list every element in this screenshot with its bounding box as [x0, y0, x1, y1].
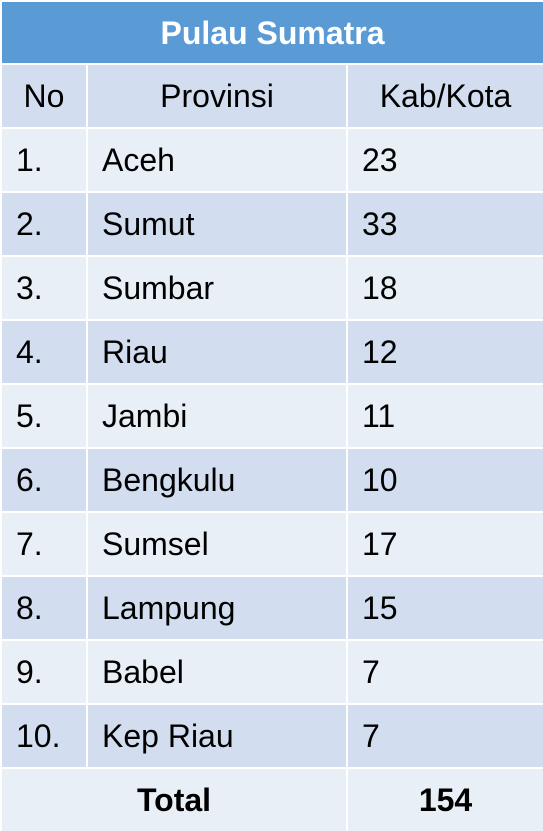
- table-row: 3. Sumbar 18: [0, 255, 543, 321]
- total-label: Total: [0, 767, 348, 831]
- cell-no: 8.: [0, 575, 88, 641]
- cell-no: 3.: [0, 255, 88, 321]
- table-row: 1. Aceh 23: [0, 127, 543, 193]
- cell-no: 9.: [0, 639, 88, 705]
- cell-provinsi: Riau: [86, 319, 348, 385]
- cell-provinsi: Kep Riau: [86, 703, 348, 769]
- cell-kab-kota: 18: [345, 255, 543, 321]
- cell-no: 7.: [0, 511, 88, 577]
- table-row: 7. Sumsel 17: [0, 511, 543, 577]
- table-title-row: Pulau Sumatra: [0, 0, 543, 65]
- table-row: 10. Kep Riau 7: [0, 703, 543, 769]
- cell-provinsi: Babel: [86, 639, 348, 705]
- cell-kab-kota: 17: [345, 511, 543, 577]
- cell-kab-kota: 11: [345, 383, 543, 449]
- cell-provinsi: Sumbar: [86, 255, 348, 321]
- table-row: 4. Riau 12: [0, 319, 543, 385]
- cell-provinsi: Sumut: [86, 191, 348, 257]
- cell-kab-kota: 23: [345, 127, 543, 193]
- table-title: Pulau Sumatra: [0, 0, 543, 65]
- total-row: Total 154: [0, 767, 543, 831]
- cell-kab-kota: 33: [345, 191, 543, 257]
- cell-provinsi: Bengkulu: [86, 447, 348, 513]
- cell-no: 4.: [0, 319, 88, 385]
- cell-kab-kota: 7: [345, 703, 543, 769]
- cell-provinsi: Lampung: [86, 575, 348, 641]
- cell-provinsi: Aceh: [86, 127, 348, 193]
- column-header-provinsi: Provinsi: [86, 63, 348, 129]
- cell-provinsi: Jambi: [86, 383, 348, 449]
- cell-provinsi: Sumsel: [86, 511, 348, 577]
- cell-kab-kota: 12: [345, 319, 543, 385]
- cell-kab-kota: 15: [345, 575, 543, 641]
- total-value: 154: [345, 767, 543, 831]
- table-row: 9. Babel 7: [0, 639, 543, 705]
- column-header-row: No Provinsi Kab/Kota: [0, 63, 543, 129]
- cell-kab-kota: 7: [345, 639, 543, 705]
- cell-no: 5.: [0, 383, 88, 449]
- table-row: 6. Bengkulu 10: [0, 447, 543, 513]
- cell-no: 6.: [0, 447, 88, 513]
- table-row: 2. Sumut 33: [0, 191, 543, 257]
- column-header-kab-kota: Kab/Kota: [345, 63, 543, 129]
- cell-no: 2.: [0, 191, 88, 257]
- table-row: 5. Jambi 11: [0, 383, 543, 449]
- table-row: 8. Lampung 15: [0, 575, 543, 641]
- cell-kab-kota: 10: [345, 447, 543, 513]
- cell-no: 1.: [0, 127, 88, 193]
- column-header-no: No: [0, 63, 88, 129]
- cell-no: 10.: [0, 703, 88, 769]
